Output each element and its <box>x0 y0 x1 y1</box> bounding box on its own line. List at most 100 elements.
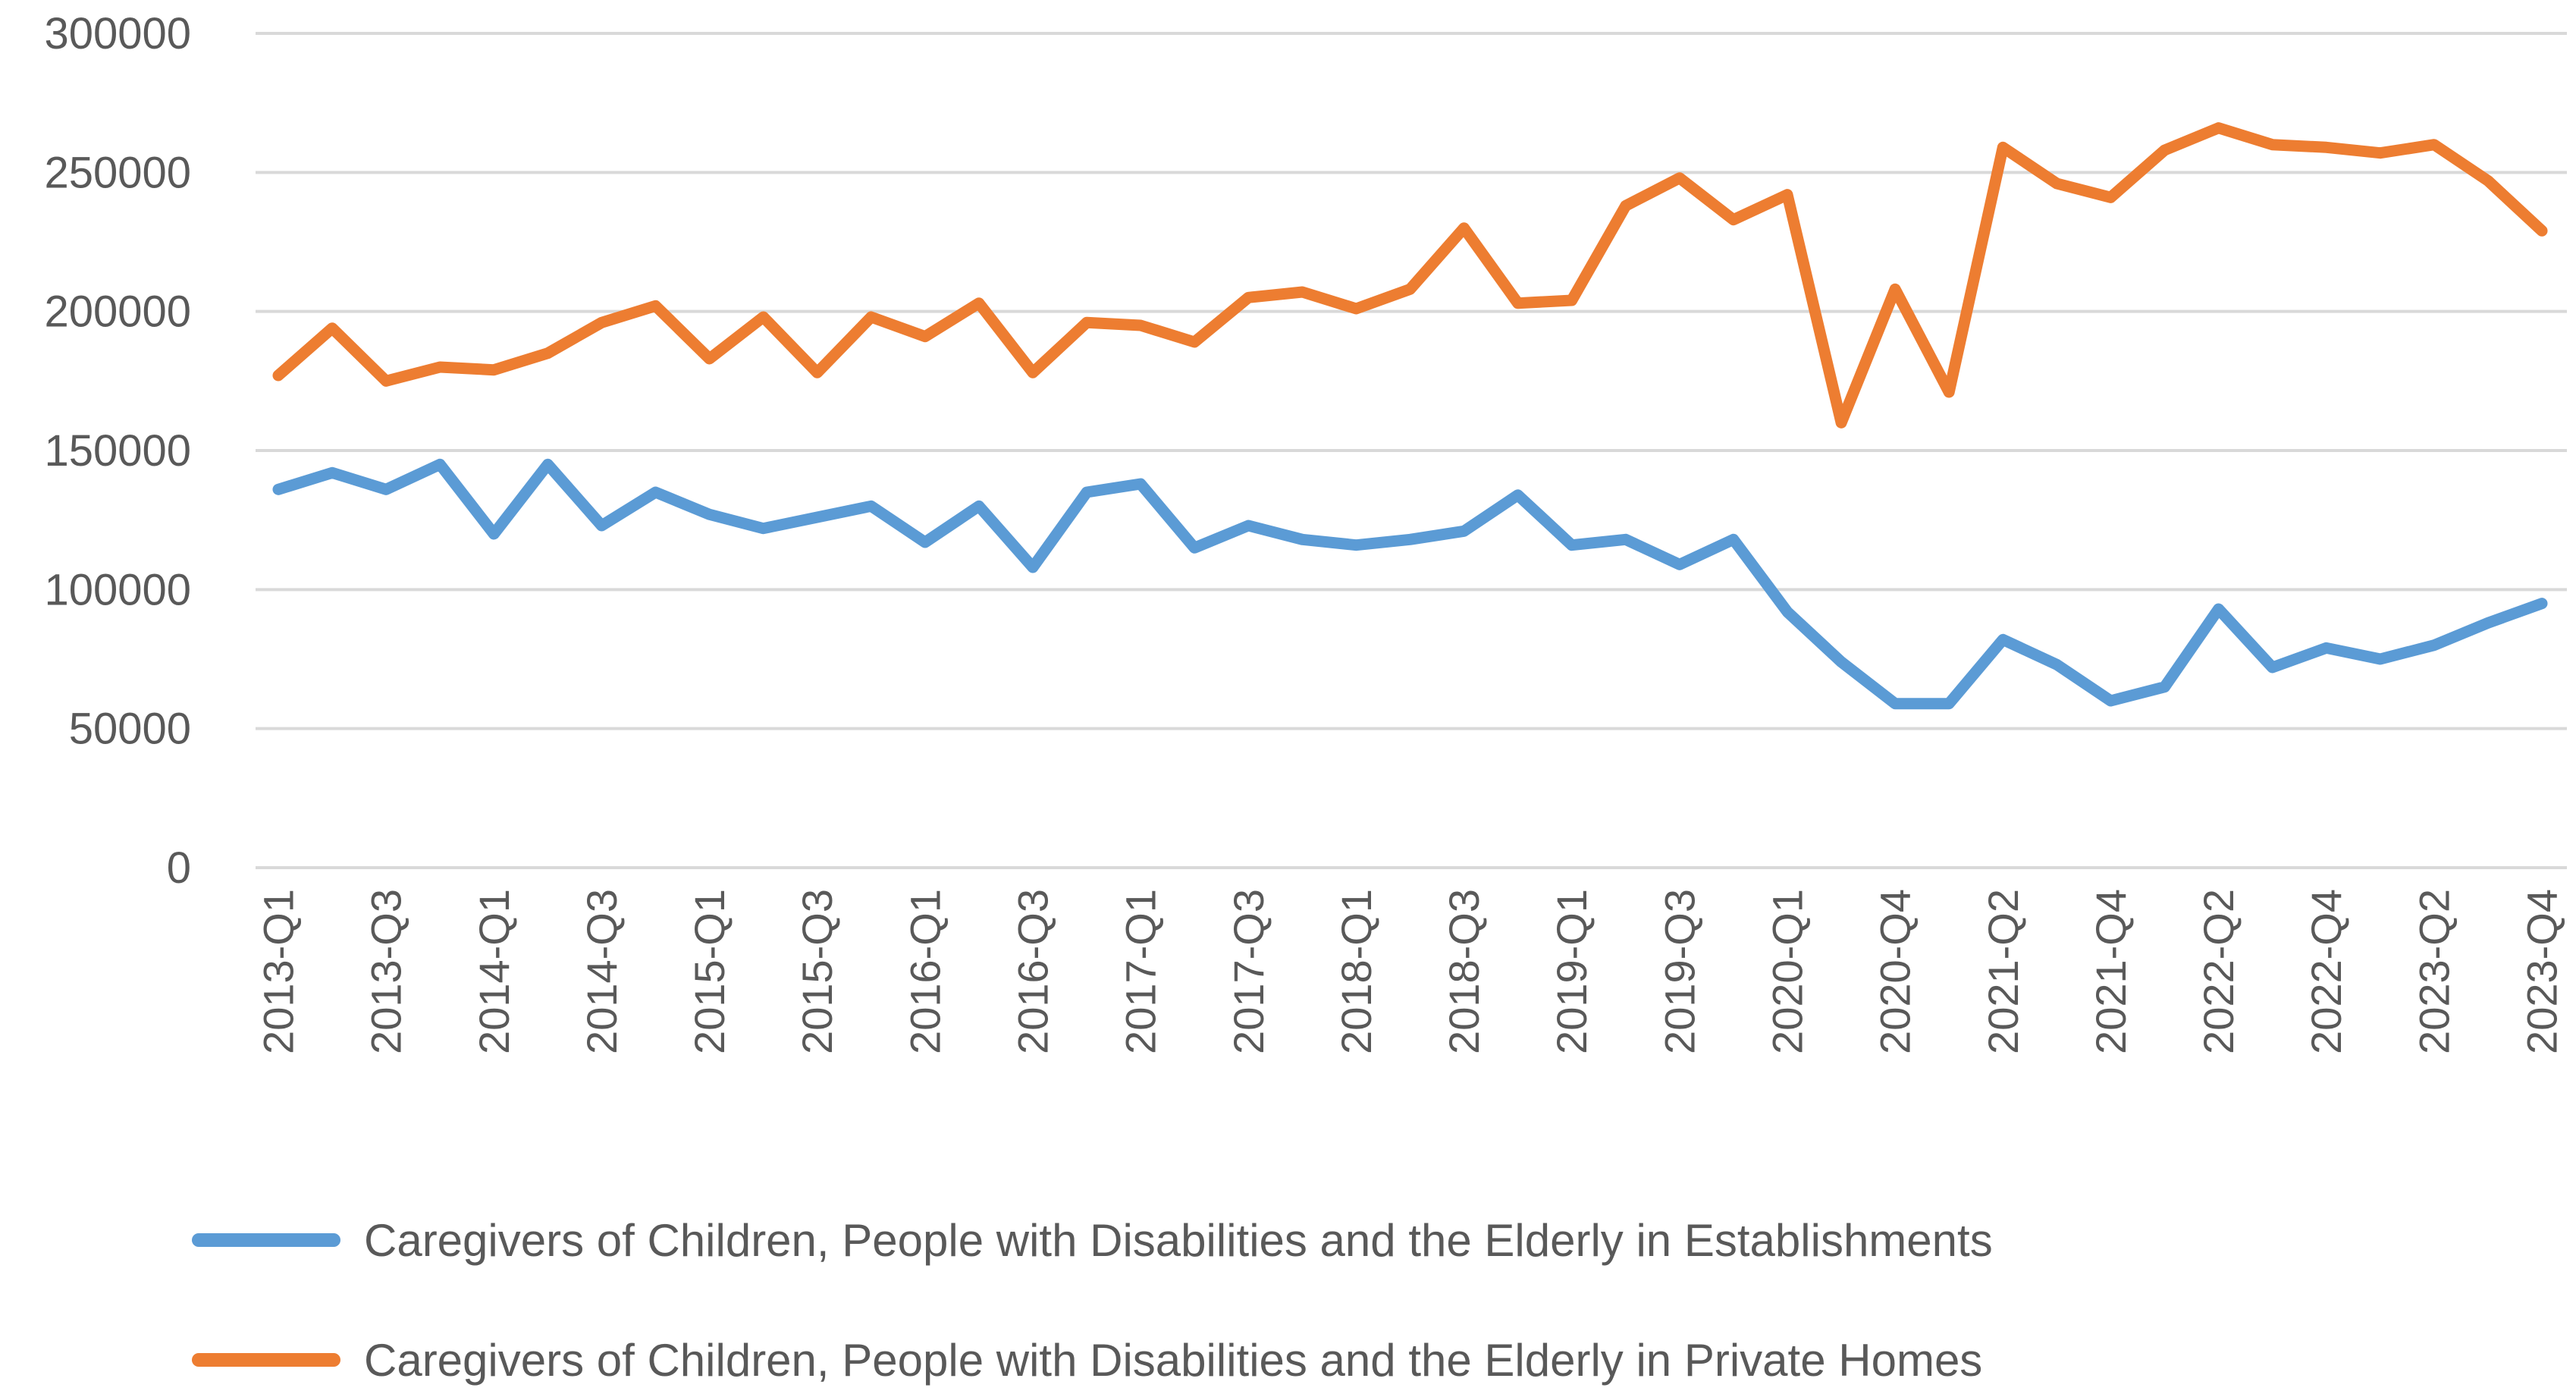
data-point <box>1624 537 1628 542</box>
x-tick-label: 2022-Q4 <box>2302 889 2350 1054</box>
x-tick-label: 2018-Q1 <box>1332 889 1380 1054</box>
data-point <box>1354 306 1358 311</box>
data-point <box>761 315 766 319</box>
data-point <box>1084 320 1089 325</box>
data-point <box>923 540 927 545</box>
x-tick-label: 2019-Q1 <box>1548 889 1595 1054</box>
y-tick-label: 50000 <box>69 705 191 754</box>
data-point <box>1192 545 1197 550</box>
data-point <box>1731 537 1736 542</box>
x-tick-label: 2021-Q4 <box>2087 889 2135 1054</box>
legend: Caregivers of Children, People with Disa… <box>192 1215 1993 1386</box>
data-point <box>491 368 496 372</box>
x-tick-label: 2015-Q1 <box>686 889 733 1054</box>
data-point <box>2378 151 2383 155</box>
x-axis-ticks: 2013-Q1 2013-Q3 2014-Q1 2014-Q3 2015-Q1 2015-… <box>255 889 2566 1054</box>
data-point <box>1462 529 1467 533</box>
data-point <box>1839 660 1843 664</box>
data-point <box>491 532 496 536</box>
data-point <box>977 504 981 508</box>
data-point <box>1084 490 1089 495</box>
data-point <box>438 462 442 466</box>
data-point <box>1570 298 1574 303</box>
data-point <box>1624 203 1628 208</box>
data-point <box>2217 126 2221 130</box>
data-point <box>1839 420 1843 425</box>
data-point <box>1246 295 1250 300</box>
x-tick-label: 2015-Q3 <box>793 889 841 1054</box>
data-point <box>2108 195 2113 199</box>
data-point <box>2486 620 2490 625</box>
data-point <box>1192 340 1197 344</box>
data-point <box>869 315 874 319</box>
data-point <box>1138 482 1143 486</box>
data-point <box>1031 565 1035 570</box>
y-axis-ticks: 0 50000 100000 150000 200000 250000 300000 <box>44 9 191 893</box>
data-point <box>2163 148 2167 152</box>
legend-label: Caregivers of Children, People with Disa… <box>364 1215 1993 1266</box>
data-point <box>1893 287 1897 291</box>
data-point <box>2324 145 2329 149</box>
data-point <box>330 470 334 475</box>
data-point <box>869 504 874 508</box>
data-point <box>2540 228 2544 233</box>
x-tick-label: 2016-Q1 <box>901 889 949 1054</box>
data-point <box>384 487 388 491</box>
data-point <box>1785 610 1790 614</box>
x-tick-label: 2014-Q1 <box>470 889 518 1054</box>
data-point <box>1031 370 1035 375</box>
x-tick-label: 2017-Q1 <box>1117 889 1165 1054</box>
x-tick-label: 2023-Q4 <box>2518 889 2566 1054</box>
x-tick-label: 2020-Q1 <box>1764 889 1812 1054</box>
data-point <box>2432 143 2436 147</box>
data-point <box>2540 601 2544 606</box>
data-point <box>384 378 388 383</box>
data-point <box>1677 562 1682 567</box>
data-point <box>276 487 281 491</box>
data-point <box>1677 176 1682 181</box>
data-point <box>1246 523 1250 528</box>
data-point <box>599 320 604 325</box>
data-point <box>977 301 981 306</box>
series-lines <box>272 122 2548 710</box>
y-tick-label: 200000 <box>44 287 191 337</box>
data-point <box>1947 390 1951 394</box>
data-point <box>1570 543 1574 548</box>
data-point <box>2378 657 2383 661</box>
y-tick-label: 150000 <box>44 426 191 476</box>
data-point <box>2054 181 2059 186</box>
data-point <box>2270 665 2275 670</box>
y-tick-label: 100000 <box>44 565 191 614</box>
data-point <box>545 462 550 466</box>
y-tick-label: 0 <box>167 843 191 893</box>
data-point <box>2054 662 2059 667</box>
data-point <box>2270 143 2275 147</box>
data-point <box>815 515 820 520</box>
x-tick-label: 2021-Q2 <box>1979 889 2027 1054</box>
data-point <box>761 526 766 531</box>
data-point <box>2000 145 2005 149</box>
x-tick-label: 2022-Q2 <box>2195 889 2242 1054</box>
x-tick-label: 2016-Q3 <box>1009 889 1057 1054</box>
data-point <box>2486 178 2490 183</box>
data-point <box>923 334 927 339</box>
data-point <box>276 373 281 378</box>
data-point <box>2432 643 2436 648</box>
data-point <box>2324 645 2329 650</box>
data-point <box>1731 218 1736 222</box>
data-point <box>599 523 604 528</box>
legend-label: Caregivers of Children, People with Disa… <box>364 1335 1982 1386</box>
data-point <box>2108 699 2113 703</box>
legend-item: Caregivers of Children, People with Disa… <box>192 1335 1982 1386</box>
y-tick-label: 300000 <box>44 9 191 58</box>
data-point <box>2000 637 2005 642</box>
data-point <box>1300 290 1304 294</box>
data-point <box>1893 702 1897 706</box>
y-tick-label: 250000 <box>44 148 191 197</box>
series-line <box>272 458 2548 710</box>
data-point <box>654 303 658 308</box>
x-tick-label: 2013-Q3 <box>362 889 410 1054</box>
x-tick-label: 2019-Q3 <box>1655 889 1703 1054</box>
data-point <box>545 351 550 356</box>
x-tick-label: 2017-Q3 <box>1225 889 1272 1054</box>
